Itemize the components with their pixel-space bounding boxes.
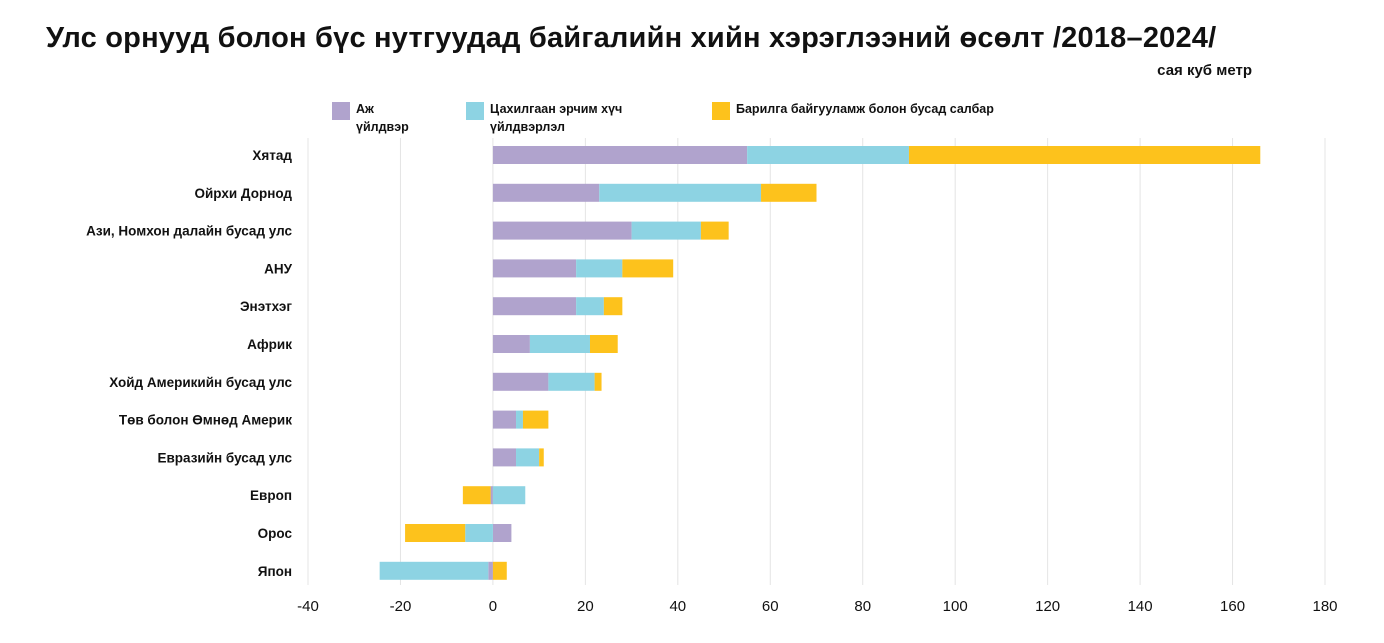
category-label: Энэтхэг <box>240 299 292 314</box>
category-label: Орос <box>258 526 293 541</box>
bar-segment <box>539 448 544 467</box>
legend-swatch-power <box>466 102 484 120</box>
x-tick-label: 180 <box>1312 598 1337 615</box>
bar-segment <box>529 335 590 353</box>
bar-segment <box>747 146 909 164</box>
legend-swatch-industry <box>332 102 350 120</box>
x-tick-label: 140 <box>1128 598 1153 615</box>
bar-segment <box>492 524 512 542</box>
bar-segment <box>492 146 748 164</box>
legend-item-buildings: Барилга байгууламж болон бусад салбар <box>712 100 1012 120</box>
bar-segment <box>622 259 674 278</box>
bar-segment <box>492 221 632 240</box>
bar-segment <box>700 221 729 240</box>
x-tick-label: 160 <box>1220 598 1245 615</box>
bar-segment <box>594 372 602 391</box>
bar-segment <box>492 335 530 353</box>
bar-segment <box>490 486 493 505</box>
x-tick-label: -40 <box>297 598 319 615</box>
bar-segment <box>492 183 600 202</box>
category-label: Япон <box>258 564 292 579</box>
bar-segment <box>516 448 540 467</box>
bar-segment <box>603 297 623 316</box>
bar-segment <box>405 524 466 542</box>
x-tick-label: 60 <box>762 598 779 615</box>
bar-segment <box>589 335 618 353</box>
legend-item-industry: Аж үйлдвэр <box>332 100 409 136</box>
legend-swatch-buildings <box>712 102 730 120</box>
bar-segment <box>379 561 489 580</box>
category-label: Евразийн бусад улс <box>157 450 292 465</box>
bar-segment <box>492 448 517 467</box>
bar-segment <box>761 183 817 202</box>
category-label: Төв болон Өмнөд Америк <box>119 413 292 428</box>
bar-segment <box>908 146 1261 164</box>
bar-segment <box>492 297 577 316</box>
bar-segment <box>599 183 762 202</box>
category-label: Европ <box>250 488 292 503</box>
bar-segment <box>465 524 493 542</box>
bar-segment <box>576 297 604 316</box>
category-label: Африк <box>247 337 292 352</box>
bar-segment <box>488 561 493 580</box>
legend-label-power: Цахилгаан эрчим хүч үйлдвэрлэл <box>490 102 623 134</box>
bar-segment <box>492 561 507 580</box>
bar-segment <box>516 410 523 429</box>
x-tick-label: 80 <box>854 598 871 615</box>
bar-segment <box>576 259 623 278</box>
category-label: Хятад <box>252 148 292 163</box>
x-tick-label: 0 <box>489 598 497 615</box>
bar-segment <box>548 372 595 391</box>
unit-label: сая куб метр <box>1157 62 1252 79</box>
bar-segment <box>631 221 701 240</box>
x-tick-label: -20 <box>390 598 412 615</box>
legend-label-industry: Аж үйлдвэр <box>356 102 409 134</box>
category-label: Ойрхи Дорнод <box>195 186 293 201</box>
bar-segment <box>492 410 517 429</box>
bar-segment <box>492 259 577 278</box>
category-label: Хойд Америкийн бусад улс <box>109 375 292 390</box>
legend-label-buildings: Барилга байгууламж болон бусад салбар <box>736 102 994 116</box>
bar-segment <box>462 486 491 505</box>
category-label: Ази, Номхон далайн бусад улс <box>86 224 292 239</box>
chart-title: Улс орнууд болон бүс нутгуудад байгалийн… <box>46 22 1217 54</box>
bar-segment <box>522 410 549 429</box>
bar-segment <box>492 372 549 391</box>
x-tick-label: 40 <box>669 598 686 615</box>
legend-item-power: Цахилгаан эрчим хүч үйлдвэрлэл <box>466 100 666 136</box>
x-tick-label: 20 <box>577 598 594 615</box>
x-tick-label: 120 <box>1035 598 1060 615</box>
bar-segment <box>492 486 526 505</box>
x-tick-label: 100 <box>943 598 968 615</box>
category-label: АНУ <box>264 261 292 276</box>
